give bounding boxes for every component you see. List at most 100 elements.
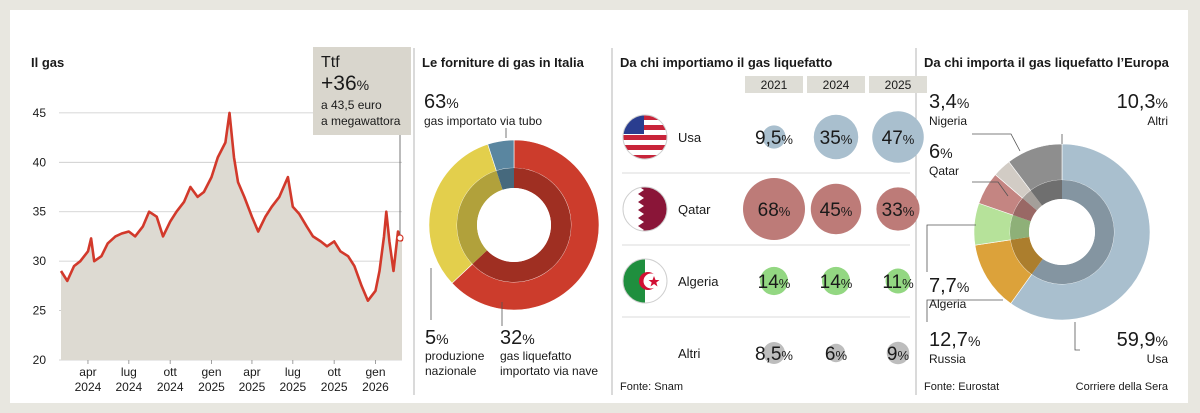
europe-nigeria-label: Nigeria xyxy=(929,114,967,128)
europe-algeria-label: Algeria xyxy=(929,297,967,311)
slice-produzione-value: 5% xyxy=(425,327,449,349)
europe-altri-label: Altri xyxy=(1147,114,1168,128)
leader-nigeria xyxy=(972,133,1021,152)
europe-altri-value-number: 10,3 xyxy=(1117,91,1156,113)
chart-3-source: Fonte: Snam xyxy=(620,381,683,393)
x-tick-month: lug xyxy=(285,365,301,379)
slice-nigeria-inner xyxy=(1022,190,1043,211)
ttf-last-point-marker xyxy=(396,234,404,242)
europe-altri-value: 10,3% xyxy=(1117,91,1168,113)
series-ttf-area xyxy=(61,112,402,361)
column-header-bg xyxy=(869,76,927,93)
y-tick-label: 40 xyxy=(33,155,47,169)
slice-tubo-value-unit: % xyxy=(446,95,458,111)
algeria-flag-icon xyxy=(622,258,668,304)
bubble-label-usa-2024: 35% xyxy=(820,128,853,149)
y-tick-label: 35 xyxy=(33,205,47,219)
x-tick-year: 2025 xyxy=(239,380,266,394)
x-tick-year: 2025 xyxy=(198,380,225,394)
europe-qatar-value-unit: % xyxy=(940,145,952,161)
column-header-2021: 2021 xyxy=(761,78,788,92)
row-label-usa: Usa xyxy=(678,130,702,145)
europe-nigeria-value-number: 3,4 xyxy=(929,91,957,113)
x-tick-month: apr xyxy=(79,365,96,379)
chart-3-title: Da chi importiamo il gas liquefatto xyxy=(620,55,832,70)
chart-1-title: Il gas xyxy=(31,55,64,70)
bubble-label-altri-2021: 8,5% xyxy=(755,344,793,365)
y-tick-label: 20 xyxy=(33,353,47,367)
bubble-algeria-2025 xyxy=(885,268,911,294)
leader-algeria xyxy=(926,224,976,272)
bubble-label-qatar-2025: 33% xyxy=(882,200,915,221)
bubble-label-altri-2025: 9% xyxy=(887,344,910,365)
y-tick-label: 30 xyxy=(33,254,47,268)
europe-algeria-value: 7,7% xyxy=(929,275,969,297)
series-ttf-line xyxy=(59,111,404,302)
donut-hole xyxy=(1029,199,1095,265)
bubble-qatar-2024 xyxy=(810,183,862,235)
credit: Corriere della Sera xyxy=(1076,381,1169,393)
ttf-callout-box xyxy=(313,47,411,135)
europe-nigeria-value: 3,4% xyxy=(929,91,969,113)
slice-russia-inner xyxy=(1010,236,1043,275)
slice-liquefatto-label-2: importato via nave xyxy=(500,364,598,378)
x-tick-year: 2026 xyxy=(362,380,389,394)
bubble-algeria-2024 xyxy=(821,266,851,296)
x-tick-month: gen xyxy=(365,365,385,379)
bubble-altri-2025 xyxy=(886,341,910,365)
bubble-label-altri-2024: 6% xyxy=(825,344,848,365)
ttf-callout-change: +36% xyxy=(321,72,369,95)
ttf-callout-change-value: +36 xyxy=(321,72,357,95)
chart-1-y-labels: 20 25 30 35 40 45 xyxy=(33,106,47,367)
europe-algeria-value-unit: % xyxy=(957,279,969,295)
ttf-callout-label: Ttf xyxy=(321,54,340,71)
slice-produzione-value-unit: % xyxy=(436,331,448,347)
europe-usa-value-number: 59,9 xyxy=(1117,329,1156,351)
column-header-2024: 2024 xyxy=(823,78,850,92)
slice-tubo-label: gas importato via tubo xyxy=(424,114,542,128)
leader-qatar xyxy=(972,181,1009,197)
europe-russia-value: 12,7% xyxy=(929,329,980,351)
europe-usa-label: Usa xyxy=(1147,352,1169,366)
usa-flag-icon xyxy=(622,114,668,160)
x-tick-month: apr xyxy=(243,365,260,379)
bubble-altri-2021 xyxy=(763,342,785,364)
leader-russia xyxy=(926,299,1003,322)
slice-liquefatto-value: 32% xyxy=(500,327,535,349)
bubble-usa-2024 xyxy=(813,114,859,160)
x-tick-month: ott xyxy=(327,365,341,379)
slice-qatar-inner xyxy=(1012,198,1037,222)
europe-donut xyxy=(973,143,1151,321)
slice-liquefatto-value-number: 32 xyxy=(500,327,522,349)
europe-usa-value-unit: % xyxy=(1156,333,1168,349)
slice-produzione-label-2: nazionale xyxy=(425,364,477,378)
slice-produzione-label-1: produzione xyxy=(425,349,485,363)
row-label-qatar: Qatar xyxy=(678,202,711,217)
x-tick-year: 2024 xyxy=(75,380,102,394)
slice-tubo-value: 63% xyxy=(424,91,459,113)
x-tick-month: lug xyxy=(121,365,137,379)
slice-altri-inner xyxy=(1030,180,1062,206)
chart-4-title: Da chi importa il gas liquefatto l’Europ… xyxy=(924,55,1170,70)
bubble-algeria-2021 xyxy=(759,266,789,296)
europe-qatar-label: Qatar xyxy=(929,164,959,178)
chart-4-source: Fonte: Eurostat xyxy=(924,381,999,393)
europe-russia-value-unit: % xyxy=(968,333,980,349)
bubble-qatar-2025 xyxy=(876,187,920,231)
y-tick-label: 45 xyxy=(33,106,47,120)
chart-1-x-labels: apr2024lug2024ott2024gen2025apr2025lug20… xyxy=(75,360,389,394)
bubble-label-algeria-2024: 14% xyxy=(820,272,853,293)
slice-gas-liquefatto-inner xyxy=(457,170,503,265)
europe-russia-value-number: 12,7 xyxy=(929,329,968,351)
europe-nigeria-value-unit: % xyxy=(957,95,969,111)
bubble-label-algeria-2025: 11% xyxy=(882,272,914,293)
slice-produzione-value-number: 5 xyxy=(425,327,436,349)
ttf-callout-line1: a 43,5 euro xyxy=(321,98,382,112)
chart-2-title: Le forniture di gas in Italia xyxy=(422,55,585,70)
slice-produzione-inner xyxy=(496,168,514,190)
bubble-table-headers: 2021 2024 2025 xyxy=(745,76,927,93)
qatar-flag-icon xyxy=(622,186,668,232)
bubble-label-algeria-2021: 14% xyxy=(758,272,791,293)
column-header-2025: 2025 xyxy=(885,78,912,92)
